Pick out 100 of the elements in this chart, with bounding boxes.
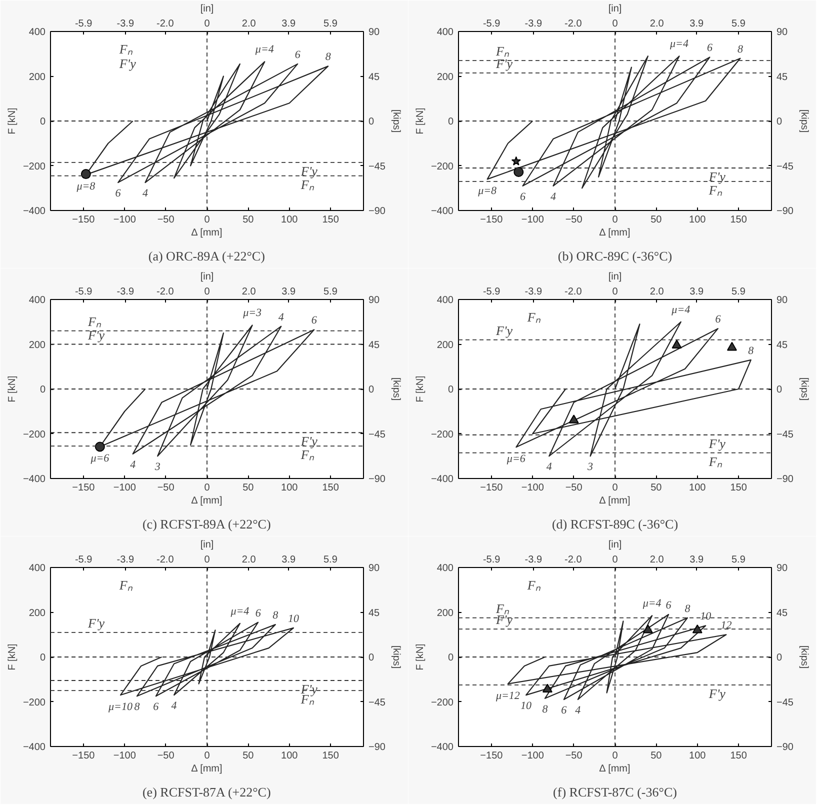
x2-tick-label: 0 <box>204 554 210 566</box>
y2-tick-label: −45 <box>368 697 386 708</box>
x2-tick-label: -2.0 <box>156 18 174 30</box>
text: (c) RCFST-89A (+22°C) <box>142 516 271 532</box>
y-tick-label: 200 <box>436 340 454 351</box>
x2-tick-label: 3.9 <box>690 554 704 566</box>
annotation: 6 <box>706 42 713 54</box>
y2-axis-title: [kips] <box>798 645 810 669</box>
y-tick-label: −400 <box>22 206 46 217</box>
y-tick-label: 0 <box>448 652 454 664</box>
x2-axis-title: [in] <box>608 4 622 14</box>
annotation: 6 <box>715 314 722 326</box>
y2-tick-label: −45 <box>776 429 794 440</box>
y-tick-label: 200 <box>436 608 454 619</box>
y2-axis-title: [kips] <box>390 645 402 669</box>
y2-tick-label: 0 <box>368 116 374 128</box>
y2-tick-label: 45 <box>776 608 788 619</box>
annotation: μ=10 <box>108 701 133 714</box>
x2-tick-label: -2.0 <box>564 554 582 566</box>
annotation: 10 <box>700 610 712 623</box>
x2-tick-label: -2.0 <box>156 554 174 566</box>
x-tick-label: −50 <box>157 482 175 494</box>
y2-tick-label: −90 <box>776 474 794 485</box>
x-tick-label: 150 <box>322 750 340 762</box>
y-tick-label: 200 <box>436 72 454 83</box>
y2-tick-label: −90 <box>368 206 386 217</box>
x2-tick-label: -5.9 <box>482 18 501 30</box>
annotation: Fₙ <box>526 310 542 325</box>
x2-tick-label: 5.9 <box>323 18 338 30</box>
y-tick-label: 200 <box>28 340 46 351</box>
x2-tick-label: -2.0 <box>156 286 174 298</box>
x2-tick-label: 5.9 <box>323 554 338 566</box>
annotation: 6 <box>255 607 262 620</box>
text: (f) RCFST-87C (-36°C) <box>553 784 677 800</box>
y2-tick-label: 45 <box>776 340 788 351</box>
y-tick-label: −200 <box>430 161 454 172</box>
x2-axis-title: [in] <box>200 540 214 550</box>
x-tick-label: −100 <box>521 214 544 226</box>
x-tick-label: 50 <box>242 214 254 226</box>
ref-line-label: F'y <box>300 163 318 178</box>
x2-tick-label: -5.9 <box>74 286 93 298</box>
ref-line-label: Fₙ <box>87 314 102 329</box>
x2-tick-label: 5.9 <box>731 554 746 566</box>
y2-axis-title: [kips] <box>798 109 810 133</box>
x-tick-label: 100 <box>689 750 706 762</box>
x2-tick-label: 0 <box>204 286 210 298</box>
y-tick-label: −200 <box>22 429 46 440</box>
annotation: 10 <box>288 612 300 625</box>
x2-tick-label: -3.9 <box>116 554 134 566</box>
y-tick-label: 400 <box>28 295 46 306</box>
annotation: Fₙ <box>526 578 542 593</box>
x-tick-label: 150 <box>730 750 748 762</box>
y2-tick-label: −45 <box>368 429 386 440</box>
y-axis-title: F [kN] <box>6 375 18 402</box>
x2-tick-label: 5.9 <box>323 286 338 298</box>
y-tick-label: 0 <box>448 116 454 128</box>
y-tick-label: 200 <box>28 608 46 619</box>
text: (e) RCFST-87A (+22°C) <box>142 784 271 800</box>
x-tick-label: −100 <box>113 750 136 762</box>
annotation: 4 <box>575 704 582 717</box>
annotation: 6 <box>294 48 301 61</box>
x2-tick-label: 0 <box>204 18 210 30</box>
y-tick-label: 400 <box>28 27 46 38</box>
x2-tick-label: 0 <box>612 554 618 566</box>
y2-axis-title: [kips] <box>390 109 402 133</box>
x-tick-label: 100 <box>281 214 298 226</box>
annotation: 4 <box>278 311 284 324</box>
x-tick-label: 150 <box>730 214 748 226</box>
x2-tick-label: -2.0 <box>564 18 582 30</box>
x2-tick-label: 3.9 <box>282 554 296 566</box>
annotation: 6 <box>561 704 568 717</box>
x-axis-title: Δ [mm] <box>191 496 223 506</box>
annotation: 8 <box>542 703 548 716</box>
annotation: 6 <box>311 314 318 327</box>
x-tick-label: 0 <box>204 750 210 762</box>
annotation: μ=4 <box>254 44 274 56</box>
x2-tick-label: 0 <box>612 286 618 298</box>
annotation: 12 <box>720 620 732 632</box>
annotation: 3 <box>154 461 161 474</box>
x2-axis-title: [in] <box>200 272 214 282</box>
y-tick-label: 0 <box>40 652 46 664</box>
annotation: 6 <box>520 190 526 203</box>
y2-tick-label: 90 <box>368 295 380 306</box>
x2-tick-label: -3.9 <box>116 286 134 298</box>
x2-tick-label: 5.9 <box>731 286 746 298</box>
annotation: 4 <box>171 700 178 712</box>
x2-tick-label: 3.9 <box>282 18 296 30</box>
x-axis-title: Δ [mm] <box>599 228 631 238</box>
y2-tick-label: 45 <box>368 72 380 83</box>
x-tick-label: −100 <box>113 482 136 494</box>
x-tick-label: 100 <box>281 750 298 762</box>
x2-tick-label: 3.9 <box>282 286 296 298</box>
x-tick-label: 50 <box>242 482 254 494</box>
ref-line-label: F'y <box>87 327 105 342</box>
y2-tick-label: 45 <box>368 608 380 619</box>
annotation: 8 <box>325 51 332 64</box>
x-axis-title: Δ [mm] <box>191 764 223 774</box>
y-tick-label: 400 <box>436 27 454 38</box>
y-axis-title: F [kN] <box>6 107 18 134</box>
y-tick-label: −400 <box>430 742 454 753</box>
